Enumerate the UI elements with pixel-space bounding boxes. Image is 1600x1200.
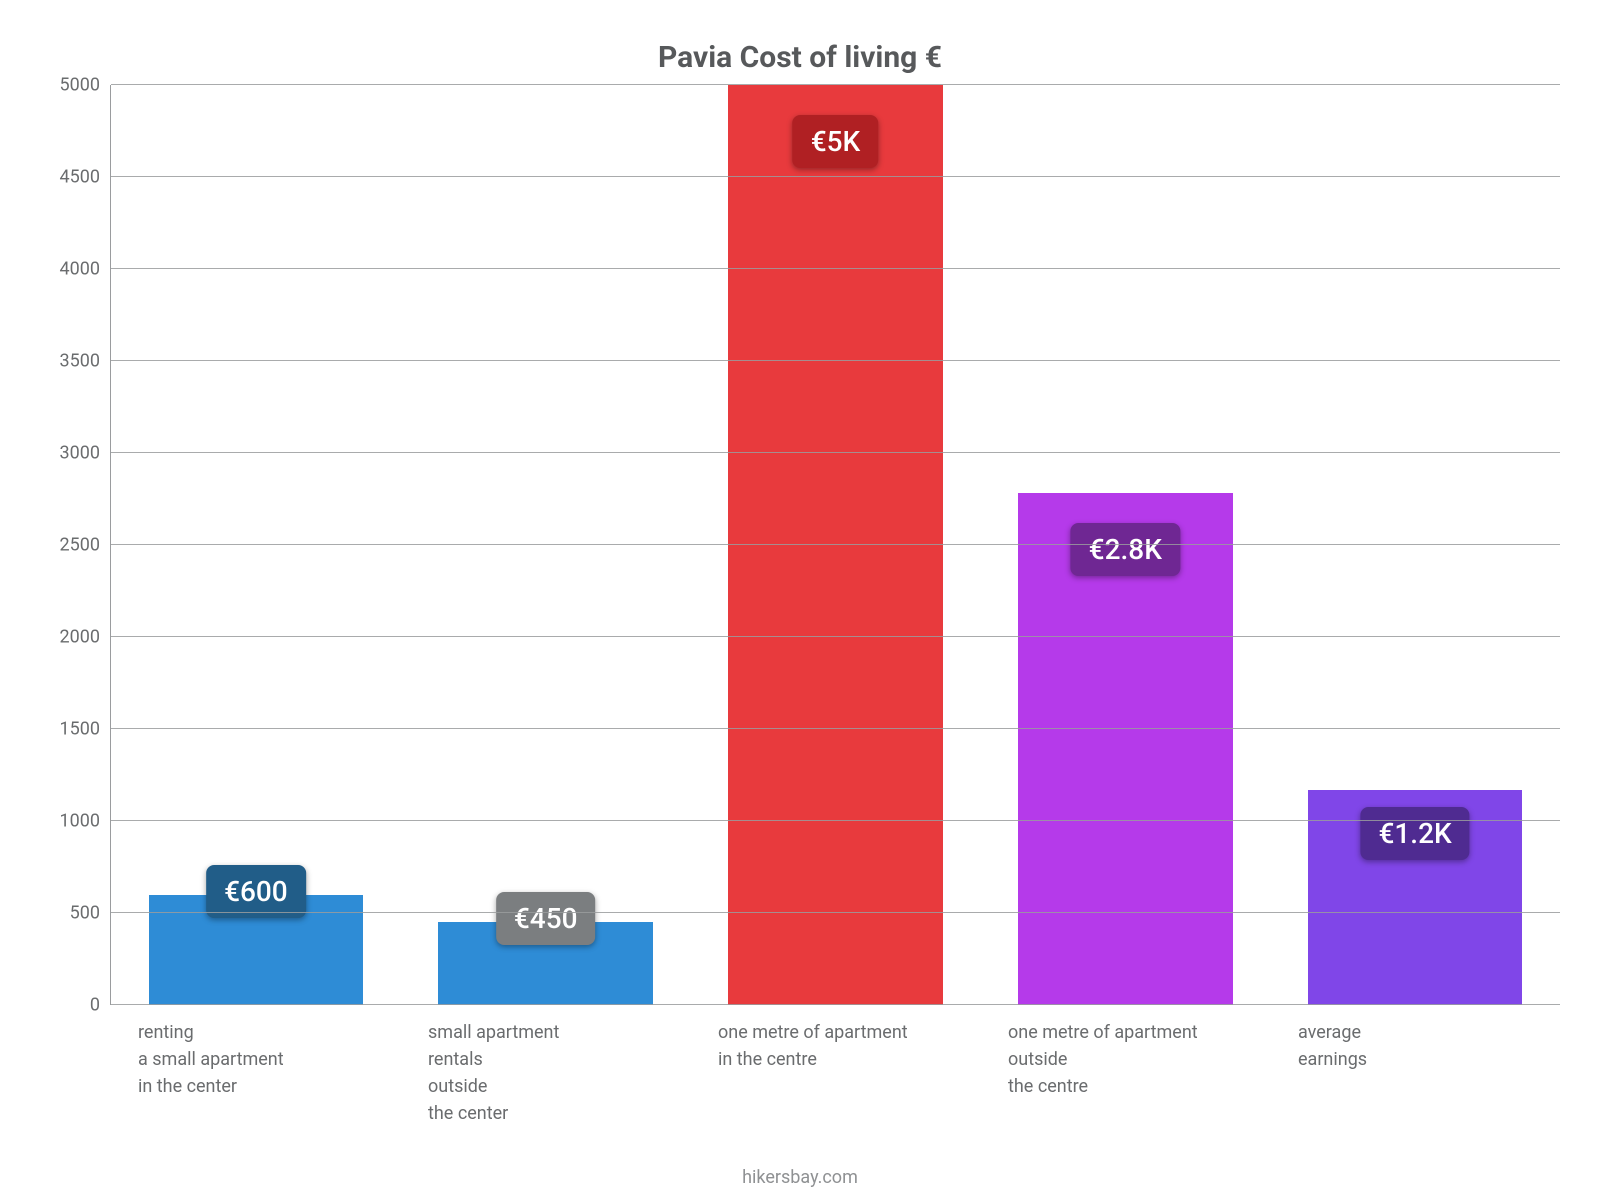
bars-layer: €600 €450 €5K €2.8K €1.2K xyxy=(111,85,1560,1005)
x-category-label: renting a small apartment in the center xyxy=(110,1005,400,1127)
bar-slot: €600 xyxy=(111,85,401,1005)
bar-slot: €1.2K xyxy=(1270,85,1560,1005)
y-axis: 0500100015002000250030003500400045005000 xyxy=(40,85,110,1005)
y-tick-label: 5000 xyxy=(40,75,100,96)
grid-line xyxy=(111,912,1560,913)
x-category-label: small apartment rentals outside the cent… xyxy=(400,1005,690,1127)
grid-line xyxy=(111,820,1560,821)
value-badge: €2.8K xyxy=(1071,523,1180,576)
bar: €2.8K xyxy=(1018,493,1232,1005)
x-category-label: one metre of apartment outside the centr… xyxy=(980,1005,1270,1127)
grid-line xyxy=(111,84,1560,85)
chart-title: Pavia Cost of living € xyxy=(40,40,1560,75)
grid-line xyxy=(111,728,1560,729)
y-tick-label: 0 xyxy=(40,995,100,1016)
bar-slot: €450 xyxy=(401,85,691,1005)
y-tick-label: 4500 xyxy=(40,167,100,188)
bar: €450 xyxy=(438,922,652,1005)
x-category-label: average earnings xyxy=(1270,1005,1560,1127)
y-tick-label: 1000 xyxy=(40,811,100,832)
x-axis: renting a small apartment in the centers… xyxy=(110,1005,1560,1127)
value-badge: €5K xyxy=(793,115,879,168)
bar: €1.2K xyxy=(1308,790,1522,1005)
y-tick-label: 2500 xyxy=(40,535,100,556)
value-badge: €450 xyxy=(496,892,596,945)
y-tick-label: 3500 xyxy=(40,351,100,372)
bar-slot: €5K xyxy=(691,85,981,1005)
plot-row: 0500100015002000250030003500400045005000… xyxy=(40,85,1560,1005)
y-tick-label: 500 xyxy=(40,903,100,924)
y-tick-label: 4000 xyxy=(40,259,100,280)
grid-line xyxy=(111,268,1560,269)
bar-slot: €2.8K xyxy=(980,85,1270,1005)
value-badge: €1.2K xyxy=(1360,807,1469,860)
x-category-label: one metre of apartment in the centre xyxy=(690,1005,980,1127)
grid-line xyxy=(111,1004,1560,1005)
grid-line xyxy=(111,544,1560,545)
y-tick-label: 1500 xyxy=(40,719,100,740)
grid-line xyxy=(111,452,1560,453)
attribution-text: hikersbay.com xyxy=(40,1167,1560,1188)
y-tick-label: 2000 xyxy=(40,627,100,648)
grid-line xyxy=(111,176,1560,177)
y-tick-label: 3000 xyxy=(40,443,100,464)
bar: €5K xyxy=(728,85,942,1005)
value-badge: €600 xyxy=(206,865,306,918)
plot-area: €600 €450 €5K €2.8K €1.2K xyxy=(110,85,1560,1005)
grid-line xyxy=(111,636,1560,637)
grid-line xyxy=(111,360,1560,361)
chart-container: Pavia Cost of living € 0 500 1000 1500 2000 2… xyxy=(0,0,1600,1200)
